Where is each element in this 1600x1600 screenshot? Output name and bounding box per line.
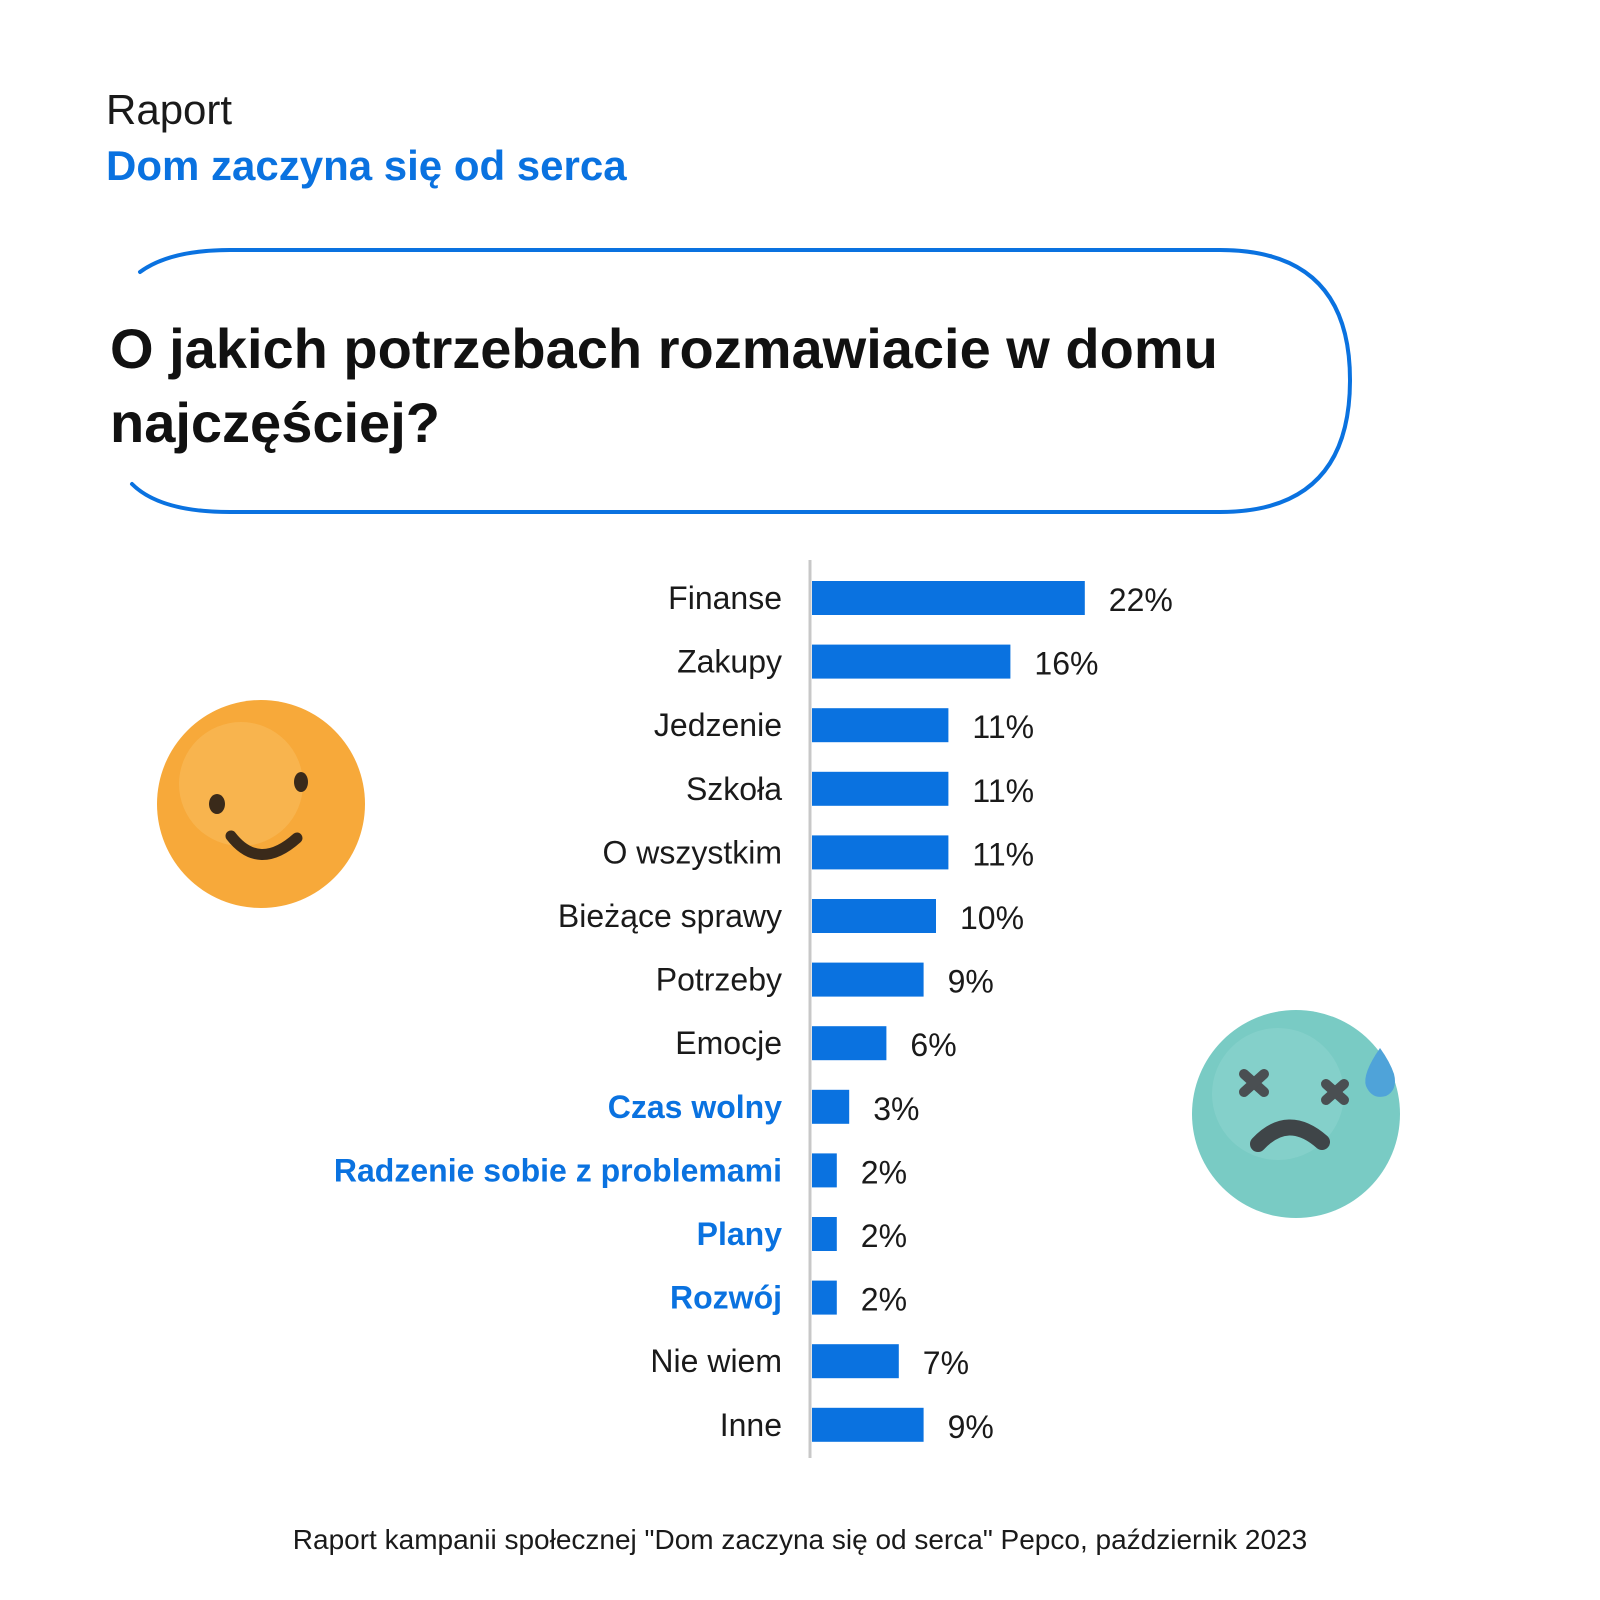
value-label-11: 2% — [861, 1218, 907, 1254]
category-label-11: Plany — [697, 1216, 783, 1252]
smiley-face-icon — [157, 700, 365, 908]
bar-8 — [812, 1026, 887, 1061]
value-label-13: 7% — [923, 1345, 969, 1381]
value-label-6: 10% — [960, 900, 1024, 936]
dizzy-sad-face-icon — [1192, 1010, 1400, 1218]
category-label-12: Rozwój — [670, 1280, 782, 1316]
source-footnote: Raport kampanii społecznej "Dom zaczyna … — [292, 1524, 1308, 1555]
category-label-3: Jedzenie — [654, 707, 782, 743]
bar-14 — [812, 1407, 924, 1442]
value-label-9: 3% — [873, 1091, 919, 1127]
bar-11 — [812, 1217, 837, 1251]
value-label-7: 9% — [948, 964, 994, 1000]
question-frame — [130, 248, 1353, 514]
category-label-6: Bieżące sprawy — [558, 898, 782, 934]
value-label-12: 2% — [861, 1282, 907, 1318]
report-title: Dom zaczyna się od serca — [106, 142, 627, 189]
value-label-10: 2% — [861, 1154, 907, 1190]
category-label-8: Emocje — [675, 1025, 782, 1061]
question-heading: O jakich potrzebach rozmawiacie w domu n… — [110, 317, 1218, 454]
bar-1 — [812, 581, 1085, 615]
value-label-3: 11% — [972, 709, 1034, 745]
value-label-4: 11% — [972, 773, 1034, 809]
bar-2 — [812, 644, 1011, 679]
bar-7 — [812, 962, 924, 997]
value-label-5: 11% — [972, 836, 1034, 872]
report-kicker: Raport — [106, 86, 233, 133]
category-label-14: Inne — [720, 1407, 782, 1443]
category-label-13: Nie wiem — [650, 1343, 782, 1379]
category-label-1: Finanse — [668, 580, 782, 616]
category-label-2: Zakupy — [677, 644, 782, 680]
value-label-2: 16% — [1034, 646, 1098, 682]
bar-5 — [812, 835, 949, 870]
category-label-7: Potrzeby — [656, 962, 782, 998]
bar-12 — [812, 1280, 837, 1315]
bar-chart: Finanse 22% Zakupy 16% Jedzenie 11% Szkoła 11% O… — [334, 560, 1173, 1458]
category-label-4: Szkoła — [686, 771, 782, 807]
value-label-14: 9% — [948, 1409, 994, 1445]
value-label-8: 6% — [910, 1027, 956, 1063]
category-label-9: Czas wolny — [608, 1089, 782, 1125]
bar-6 — [812, 899, 936, 933]
bar-9 — [812, 1089, 850, 1124]
category-label-5: O wszystkim — [602, 834, 782, 870]
bar-4 — [812, 771, 949, 806]
category-label-10: Radzenie sobie z problemami — [334, 1152, 782, 1188]
bar-10 — [812, 1153, 837, 1188]
bar-3 — [812, 708, 949, 743]
value-label-1: 22% — [1109, 582, 1173, 618]
bar-13 — [812, 1344, 899, 1379]
